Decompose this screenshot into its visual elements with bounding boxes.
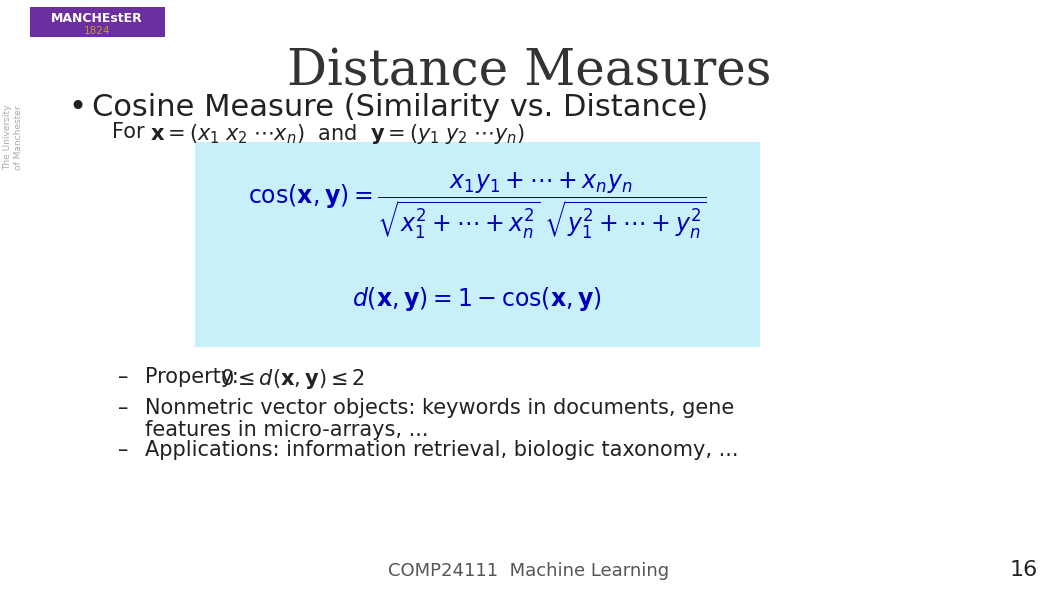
Text: Property:: Property: — [145, 367, 252, 387]
Text: $0 \leq d(\mathbf{x}, \mathbf{y}) \leq 2$: $0 \leq d(\mathbf{x}, \mathbf{y}) \leq 2… — [220, 367, 365, 391]
Text: 16: 16 — [1009, 560, 1038, 580]
Text: features in micro-arrays, ...: features in micro-arrays, ... — [145, 420, 429, 440]
Text: COMP24111  Machine Learning: COMP24111 Machine Learning — [389, 562, 669, 580]
Text: $\cos(\mathbf{x}, \mathbf{y}) = \dfrac{x_1 y_1 + \cdots + x_n y_n}{\sqrt{x_1^2 +: $\cos(\mathbf{x}, \mathbf{y}) = \dfrac{x… — [248, 170, 706, 241]
Text: •: • — [68, 93, 86, 122]
Text: –: – — [118, 440, 128, 460]
Text: For: For — [112, 122, 145, 142]
Text: Nonmetric vector objects: keywords in documents, gene: Nonmetric vector objects: keywords in do… — [145, 398, 734, 418]
Text: Applications: information retrieval, biologic taxonomy, ...: Applications: information retrieval, bio… — [145, 440, 738, 460]
Text: $d(\mathbf{x}, \mathbf{y}) = 1 - \cos(\mathbf{x}, \mathbf{y})$: $d(\mathbf{x}, \mathbf{y}) = 1 - \cos(\m… — [353, 285, 603, 313]
Text: $\mathbf{x} = (x_1\;x_2\;\cdots x_n)$  and  $\mathbf{y} = (y_1\;y_2\;\cdots y_n): $\mathbf{x} = (x_1\;x_2\;\cdots x_n)$ an… — [150, 122, 524, 146]
Text: 1824: 1824 — [84, 26, 110, 36]
Text: MANCHEstER: MANCHEstER — [51, 12, 143, 26]
Text: –: – — [118, 367, 128, 387]
Text: Distance Measures: Distance Measures — [287, 47, 771, 96]
FancyBboxPatch shape — [195, 142, 760, 347]
Text: Cosine Measure (Similarity vs. Distance): Cosine Measure (Similarity vs. Distance) — [92, 93, 708, 122]
FancyBboxPatch shape — [30, 7, 165, 37]
Text: The University
of Manchester: The University of Manchester — [3, 105, 22, 171]
Text: –: – — [118, 398, 128, 418]
